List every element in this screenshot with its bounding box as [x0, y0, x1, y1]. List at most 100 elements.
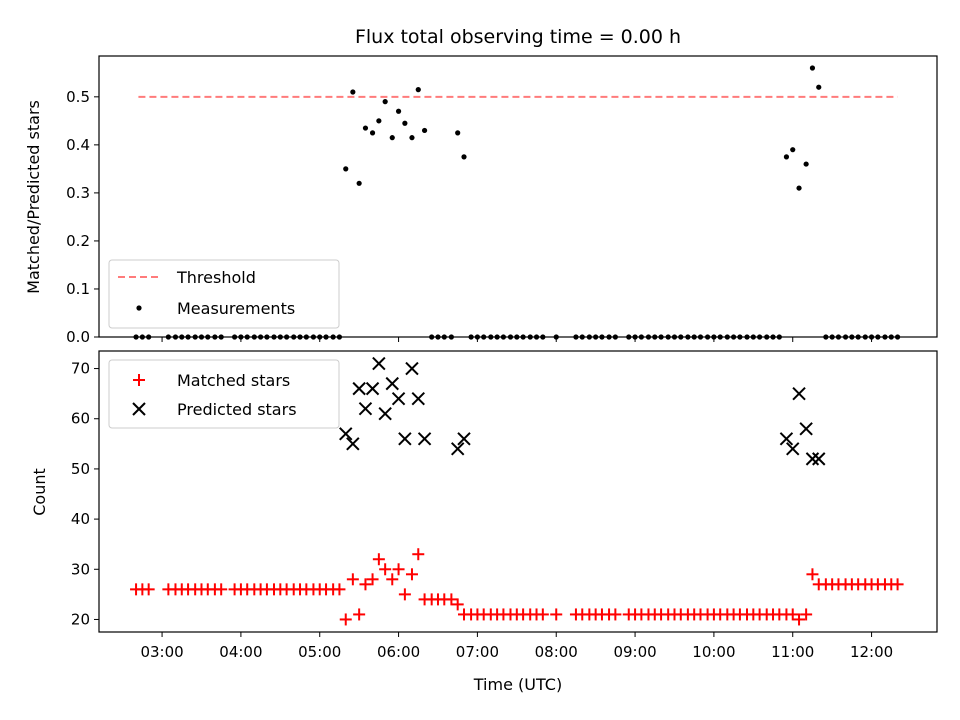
measurement-point [888, 334, 894, 340]
predicted-star-marker [792, 386, 806, 401]
measurement-point [330, 334, 336, 340]
bottom-panel: 20 30 40 50 60 70 03:00 04:00 05:00 06:00 07:00 08… [30, 350, 938, 694]
measurement-point [612, 334, 618, 340]
matched-star-marker [333, 583, 346, 596]
measurement-point [448, 334, 454, 340]
measurement-point [658, 334, 664, 340]
top-legend-box [108, 259, 340, 329]
legend-matched-label: Matched stars [177, 371, 290, 390]
bottom-legend-box [108, 359, 340, 429]
predicted-star-marker [385, 376, 399, 391]
measurement-point [356, 180, 362, 186]
predicted-star-marker [358, 401, 373, 416]
measurement-point [632, 334, 638, 340]
measurement-point [218, 334, 224, 340]
measurement-point [455, 130, 461, 136]
measurement-point [823, 334, 829, 340]
top-y-tick-label: 0.0 [66, 328, 90, 346]
measurement-point [665, 334, 671, 340]
measurement-point [764, 334, 770, 340]
measurement-point [540, 334, 546, 340]
measurement-point [875, 334, 881, 340]
measurement-point [835, 334, 842, 340]
top-y-tick-label: 0.4 [66, 136, 90, 154]
matched-star-marker [392, 563, 405, 576]
predicted-star-marker [450, 442, 465, 456]
bottom-legend: Matched stars Predicted stars [108, 359, 340, 429]
measurement-point [704, 334, 711, 340]
measurement-point [744, 334, 750, 340]
measurement-point [435, 334, 441, 340]
legend-matched-swatch [133, 374, 145, 386]
matched-star-marker [445, 593, 458, 606]
bottom-x-tick-label: 11:00 [771, 643, 814, 661]
predicted-star-marker [405, 361, 419, 376]
bottom-y-tick-label: 70 [71, 360, 90, 378]
measurement-point [809, 65, 816, 71]
measurement-point [264, 334, 270, 340]
measurement-point [671, 334, 678, 340]
measurement-point [757, 334, 763, 340]
measurement-point [441, 334, 447, 340]
measurement-point [139, 334, 145, 340]
matched-star-marker [339, 613, 352, 626]
measurement-point [251, 334, 257, 340]
bottom-y-tick-label: 20 [71, 610, 90, 628]
matched-star-marker [609, 608, 622, 621]
measurement-point [678, 334, 684, 340]
measurement-point [336, 334, 343, 340]
measurement-point [317, 334, 323, 340]
matched-star-marker [346, 573, 359, 586]
measurement-point [212, 334, 218, 340]
measurement-point [165, 334, 171, 340]
bottom-x-tick-label: 10:00 [692, 643, 735, 661]
bottom-x-tick-label: 05:00 [298, 643, 341, 661]
measurement-point [389, 135, 395, 141]
predicted-star-marker [812, 452, 826, 466]
predicted-star-marker [417, 432, 432, 446]
top-panel: 0.0 0.1 0.2 0.3 0.4 0.5 Matched/Predicted sta… [24, 55, 938, 346]
predicted-star-marker [411, 391, 425, 406]
bottom-x-tick-label: 03:00 [140, 643, 183, 661]
measurement-point [323, 334, 329, 340]
bottom-x-tick-label: 08:00 [535, 643, 578, 661]
measurement-point [382, 99, 388, 105]
predicted-star-marker [372, 356, 386, 371]
bottom-x-tick-label: 12:00 [850, 643, 893, 661]
predicted-star-marker [398, 432, 412, 446]
matched-star-marker [786, 608, 799, 621]
legend-predicted-label: Predicted stars [177, 400, 297, 419]
matched-star-marker [215, 583, 228, 596]
measurement-point [468, 334, 474, 340]
measurement-point [842, 334, 849, 340]
measurement-point [894, 334, 901, 340]
measurement-point [638, 334, 644, 340]
measurement-point [343, 166, 349, 172]
bottom-y-tick-label: 50 [71, 460, 90, 478]
measurement-point [488, 334, 494, 340]
measurement-point [231, 334, 238, 340]
measurement-point [645, 334, 652, 340]
measurement-point [717, 334, 723, 340]
matched-star-marker [550, 608, 563, 621]
measurement-point [238, 334, 244, 340]
bottom-x-tick-label: 07:00 [456, 643, 499, 661]
measurement-point [461, 154, 467, 160]
chart-title: Flux total observing time = 0.00 h [355, 26, 681, 48]
top-y-tick-label: 0.1 [66, 280, 90, 298]
matched-star-marker [386, 573, 399, 586]
measurement-point [133, 334, 139, 340]
measurement-point [855, 334, 861, 340]
measurement-point [579, 334, 585, 340]
top-legend: Threshold Measurements [108, 259, 340, 329]
predicted-star-marker [339, 427, 353, 441]
measurement-point [369, 130, 376, 136]
measurement-point [626, 334, 632, 340]
matched-star-marker [398, 588, 411, 601]
measurement-point [350, 89, 356, 95]
matched-star-marker [366, 573, 379, 586]
measurement-point [573, 334, 579, 340]
measurement-point [803, 161, 809, 167]
bottom-x-axis-label: Time (UTC) [473, 675, 562, 694]
